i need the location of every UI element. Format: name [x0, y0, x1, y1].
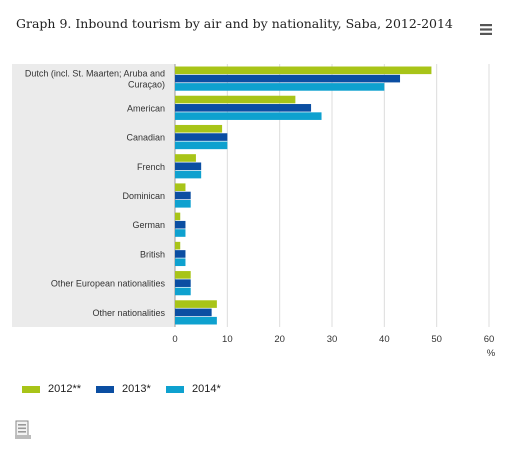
- legend-label: 2012**: [48, 383, 82, 395]
- bar: [175, 300, 217, 308]
- bar: [175, 133, 228, 141]
- category-label-area: [12, 64, 175, 327]
- bar: [175, 104, 312, 112]
- legend-swatch: [166, 385, 184, 393]
- x-tick-label: 40: [379, 334, 390, 345]
- bar: [175, 308, 212, 317]
- x-tick-label: 60: [484, 334, 495, 345]
- legend-swatch: [96, 385, 114, 393]
- legend-label: 2013*: [122, 383, 151, 395]
- bar: [175, 112, 322, 120]
- bar: [175, 229, 186, 237]
- bar: [175, 124, 223, 133]
- category-label: Other nationalities: [92, 308, 165, 318]
- bar: [175, 200, 191, 208]
- category-label: French: [137, 162, 165, 172]
- bar: [175, 191, 191, 200]
- bar: [175, 212, 181, 221]
- bar: [175, 74, 401, 83]
- bar: [175, 250, 186, 258]
- category-label: Dominican: [122, 191, 165, 201]
- bar: [175, 279, 191, 287]
- bar: [175, 66, 432, 75]
- legend-item[interactable]: 2013*: [96, 383, 151, 395]
- legend-label: 2014*: [192, 383, 221, 395]
- bar: [175, 220, 186, 229]
- x-tick-label: 10: [222, 334, 233, 345]
- printer-icon[interactable]: [15, 420, 31, 445]
- x-axis-label: %: [487, 348, 496, 359]
- bar: [175, 316, 217, 325]
- bar: [175, 271, 191, 279]
- hamburger-menu-icon[interactable]: [480, 22, 492, 40]
- bar: [175, 162, 202, 171]
- bar: [175, 241, 181, 250]
- bar: [175, 170, 202, 179]
- bar: [175, 154, 196, 162]
- category-label: German: [132, 220, 165, 230]
- legend-item[interactable]: 2014*: [166, 383, 221, 395]
- category-label: British: [140, 249, 165, 259]
- category-label: Other European nationalities: [51, 279, 166, 289]
- bar: [175, 258, 186, 267]
- x-tick-label: 0: [172, 334, 177, 345]
- category-label: Canadian: [126, 133, 165, 143]
- category-label: Dutch (incl. St. Maarten; Aruba and Curaç…: [25, 69, 165, 90]
- x-tick-label: 50: [431, 334, 442, 345]
- category-label: American: [127, 103, 165, 113]
- x-tick-label: 20: [274, 334, 285, 345]
- x-tick-label: 30: [327, 334, 338, 345]
- legend-item[interactable]: 2012**: [22, 383, 81, 395]
- bar: [175, 83, 385, 91]
- bar: [175, 183, 186, 191]
- bar: [175, 287, 191, 296]
- bar: [175, 95, 296, 104]
- chart-title: Graph 9. Inbound tourism by air and by n…: [16, 16, 453, 31]
- legend-swatch: [22, 385, 40, 393]
- bar: [175, 141, 228, 150]
